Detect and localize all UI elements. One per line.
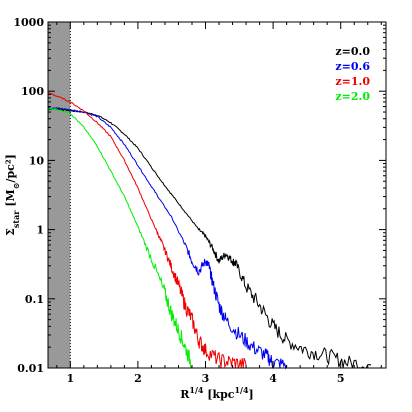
y-tick-label: 1 [36, 224, 44, 237]
y-axis-title: Σstar [M⊙/pc²] [4, 154, 21, 236]
y-tick-label: 100 [21, 85, 44, 98]
y-axis-title-rest: [M [4, 189, 17, 210]
x-axis-title-sup2: 1/4 [234, 385, 248, 395]
x-axis-title-main: R [180, 388, 190, 401]
series-line-z=1.0 [47, 92, 247, 369]
x-tick-label: 5 [337, 372, 345, 385]
series-line-z=0.0 [47, 107, 372, 369]
y-tick-label: 0.1 [25, 293, 44, 306]
x-axis-title-end: ] [249, 388, 254, 401]
y-tick-label: 0.01 [17, 362, 44, 375]
y-axis: 0.01 0.1 1 10 100 1000 [13, 16, 386, 375]
series-line-z=2.0 [47, 107, 193, 369]
x-tick-label: 3 [202, 372, 210, 385]
x-tick-label: 4 [269, 372, 277, 385]
x-axis-title: R1/4 [kpc1/4] [180, 385, 254, 401]
x-axis-title-mid: [kpc [203, 388, 234, 401]
x-tick-label: 1 [66, 372, 74, 385]
x-tick-label: 2 [134, 372, 142, 385]
legend-label: z=1.0 [335, 75, 370, 88]
x-axis: 1 2 3 4 5 [56, 22, 382, 385]
series-line-z=0.6 [47, 106, 288, 370]
plot-area [47, 21, 387, 370]
y-axis-title-end: /pc²] [4, 154, 17, 182]
y-axis-title-sub: star [11, 210, 21, 228]
x-axis-title-sup1: 1/4 [189, 385, 203, 395]
legend: z=0.0 z=0.6 z=1.0 z=2.0 [335, 45, 370, 103]
shaded-region [48, 22, 71, 368]
y-tick-label: 1000 [13, 16, 44, 29]
y-tick-label: 10 [29, 154, 45, 167]
legend-label: z=2.0 [335, 90, 370, 103]
y-axis-title-sub2: ⊙ [11, 183, 21, 190]
y-axis-title-main: Σ [4, 228, 17, 236]
legend-label: z=0.6 [335, 60, 370, 73]
plot-frame [47, 21, 387, 369]
legend-label: z=0.0 [335, 45, 370, 58]
